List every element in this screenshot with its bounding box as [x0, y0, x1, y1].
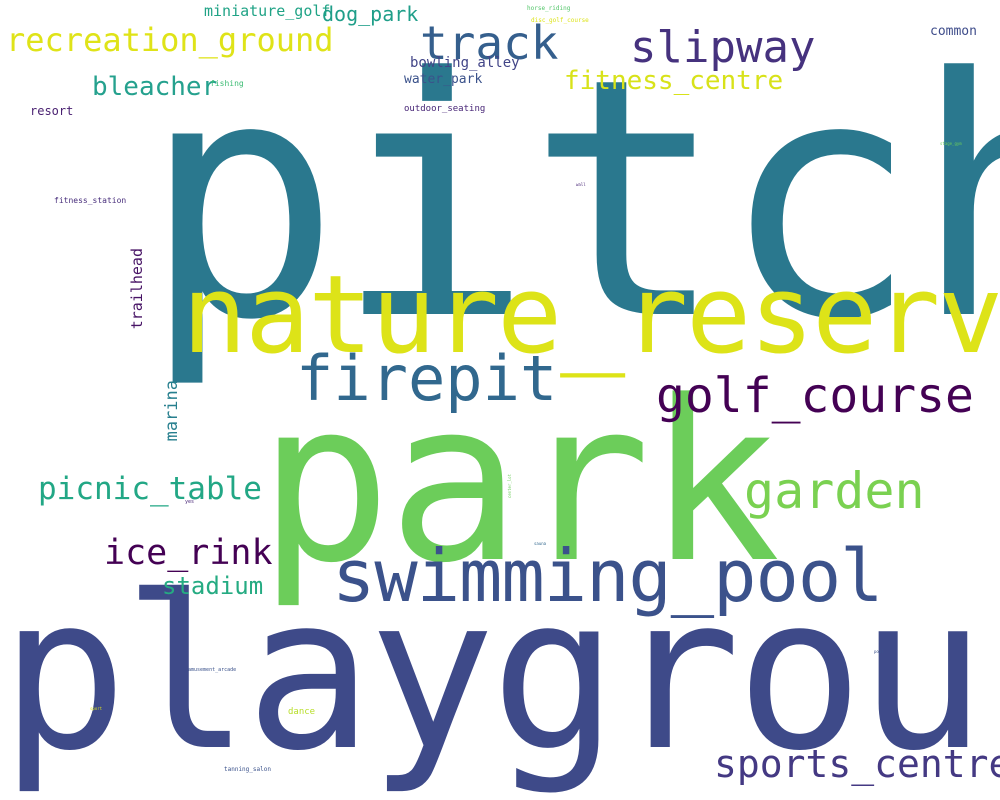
- word-miniature-golf: miniature_golf: [204, 2, 331, 20]
- word-pool: pool: [874, 649, 884, 654]
- word-fishing: fishing: [210, 79, 244, 88]
- word-swimming-pool: swimming_pool: [332, 534, 884, 618]
- word-trailhead: trailhead: [128, 248, 146, 330]
- word-dog-park: dog_park: [322, 2, 419, 26]
- word-tiny-1: stage_gym: [940, 141, 962, 146]
- word-water-park: water_park: [404, 72, 483, 87]
- word-sport: sport: [90, 706, 103, 711]
- word-tiny-4: center_lot: [507, 474, 512, 499]
- word-pitch: pitch: [142, 8, 1000, 392]
- word-tiny-3: sauna: [534, 541, 547, 546]
- word-garden: garden: [744, 462, 925, 520]
- word-golf-course: golf_course: [656, 368, 974, 424]
- word-recreation-ground: recreation_ground: [6, 21, 334, 59]
- word-firepit: firepit: [296, 342, 558, 415]
- word-slipway: slipway: [630, 22, 816, 73]
- word-fitness-centre: fitness_centre: [564, 66, 784, 96]
- word-common: common: [930, 24, 977, 39]
- word-yes: yes: [185, 499, 195, 505]
- word-dance: dance: [288, 707, 316, 717]
- word-picnic-table: picnic_table: [38, 471, 262, 507]
- word-outdoor-seating: outdoor_seating: [404, 104, 486, 114]
- word-resort: resort: [30, 104, 74, 118]
- word-track: track: [420, 16, 559, 70]
- word-horse-riding: horse_riding: [527, 5, 571, 12]
- word-nature-reserve: nature_reserve: [182, 253, 1000, 378]
- word-tiny-2: wall: [576, 182, 586, 187]
- word-bowling-alley: bowling_alley: [410, 55, 520, 71]
- word-park: park: [258, 354, 781, 612]
- word-disc-golf-course: disc_golf_course: [531, 17, 589, 24]
- word-sports-centre: sports_centre: [714, 742, 1000, 786]
- word-bleacher: bleacher: [92, 72, 218, 102]
- word-marina: marina: [162, 380, 182, 442]
- word-stadium: stadium: [162, 572, 264, 600]
- word-amusement-arcade: amusement_arcade: [188, 667, 237, 673]
- word-tanning-salon: tanning_salon: [224, 766, 271, 773]
- word-fitness-station: fitness_station: [54, 196, 127, 205]
- word-playground: playground: [0, 550, 1000, 797]
- word-ice-rink: ice_rink: [104, 533, 273, 573]
